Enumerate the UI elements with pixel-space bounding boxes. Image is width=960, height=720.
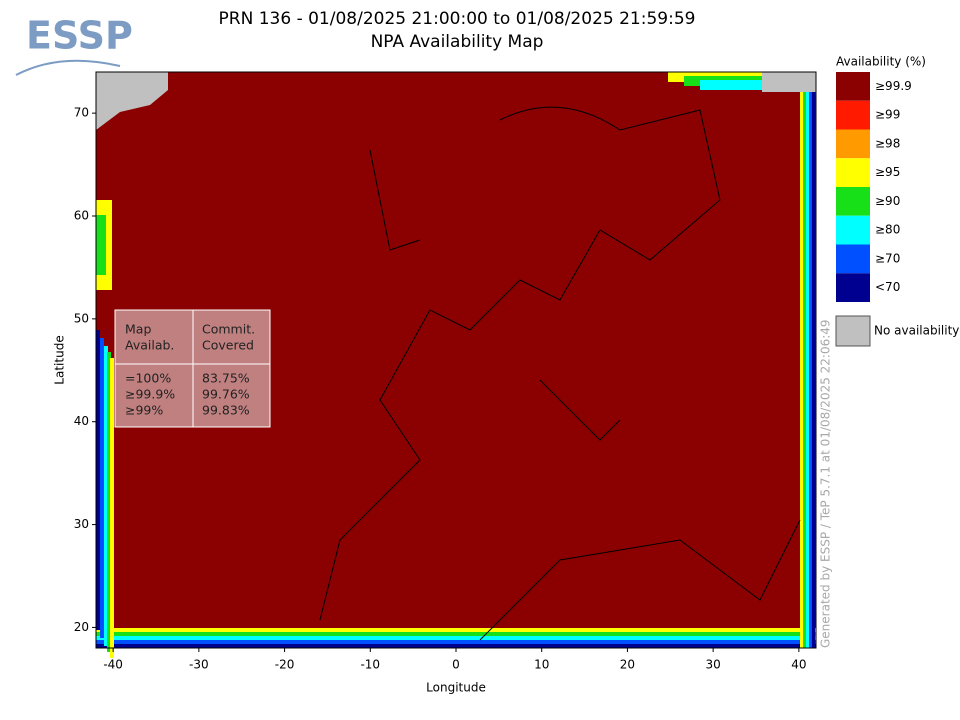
x-tick-label: -40 <box>103 658 123 672</box>
subtitle: NPA Availability Map <box>371 32 544 52</box>
table-cell: =100% <box>125 371 171 386</box>
edge-band <box>96 215 106 275</box>
edge-band <box>812 92 815 648</box>
generated-note: Generated by ESSP / TeP 5.7.1 at 01/08/2… <box>819 319 833 648</box>
legend-swatch <box>836 158 870 187</box>
title: PRN 136 - 01/08/2025 21:00:00 to 01/08/2… <box>219 9 696 29</box>
edge-band <box>806 92 809 648</box>
x-axis-label: Longitude <box>426 681 486 695</box>
x-tick-label: -30 <box>189 658 209 672</box>
no-data-area <box>762 72 816 92</box>
legend-swatch <box>836 129 870 159</box>
x-tick-label: -20 <box>275 658 295 672</box>
edge-band <box>104 346 108 646</box>
table-cell: 83.75% <box>202 371 250 386</box>
table-header: Commit. <box>202 322 255 337</box>
edge-band <box>110 358 114 658</box>
legend-label: ≥98 <box>875 136 900 150</box>
edge-band <box>96 640 816 644</box>
legend-label: ≥90 <box>875 194 900 208</box>
legend-title: Availability (%) <box>836 55 926 69</box>
table-cell: 99.83% <box>202 403 250 418</box>
coastline <box>319 106 801 641</box>
x-tick-label: 40 <box>791 658 806 672</box>
map <box>95 71 817 658</box>
legend-label: ≥95 <box>875 165 900 179</box>
legend-label: ≥99.9 <box>875 79 912 93</box>
legend-label: ≥70 <box>875 251 900 265</box>
edge-band <box>96 644 816 648</box>
edge-band <box>803 92 806 648</box>
edge-band <box>96 632 816 636</box>
x-tick-label: 0 <box>452 658 460 672</box>
table-cell: ≥99% <box>125 403 163 418</box>
x-tick-label: 20 <box>620 658 635 672</box>
edge-band <box>96 330 100 630</box>
y-tick-label: 40 <box>74 414 89 428</box>
table-header: Availab. <box>125 338 174 353</box>
edge-band <box>107 352 111 652</box>
x-tick-label: 10 <box>534 658 549 672</box>
edge-band <box>809 92 812 648</box>
table-header: Covered <box>202 338 254 353</box>
y-tick-label: 60 <box>74 209 89 223</box>
edge-band <box>800 92 803 648</box>
table-cell: 99.76% <box>202 387 250 402</box>
logo: ESSP <box>26 14 133 58</box>
legend-label: <70 <box>875 280 900 294</box>
edge-band <box>96 628 816 632</box>
y-tick-label: 30 <box>74 517 89 531</box>
y-tick-label: 20 <box>74 620 89 634</box>
legend-swatch <box>836 100 870 130</box>
legend-swatch <box>835 315 871 347</box>
y-axis-label: Latitude <box>53 335 67 384</box>
table-cell: ≥99.9% <box>125 387 175 402</box>
x-tick-label: 30 <box>706 658 721 672</box>
edge-band <box>96 636 816 640</box>
no-data-area <box>96 72 168 130</box>
table-header: Map <box>125 322 151 337</box>
y-tick-label: 50 <box>74 311 89 325</box>
legend-swatch <box>836 273 870 302</box>
logo-arc <box>15 59 121 76</box>
legend-label: ≥80 <box>875 223 900 237</box>
legend-label: ≥99 <box>875 108 900 122</box>
legend-label: No availability <box>874 324 959 338</box>
edge-band <box>100 338 104 638</box>
edge-band <box>700 80 763 90</box>
legend-swatch <box>836 215 870 245</box>
legend-swatch <box>836 244 870 274</box>
legend-swatch <box>836 72 870 101</box>
legend-swatch <box>836 187 870 216</box>
y-tick-label: 70 <box>74 106 89 120</box>
x-tick-label: -10 <box>360 658 380 672</box>
